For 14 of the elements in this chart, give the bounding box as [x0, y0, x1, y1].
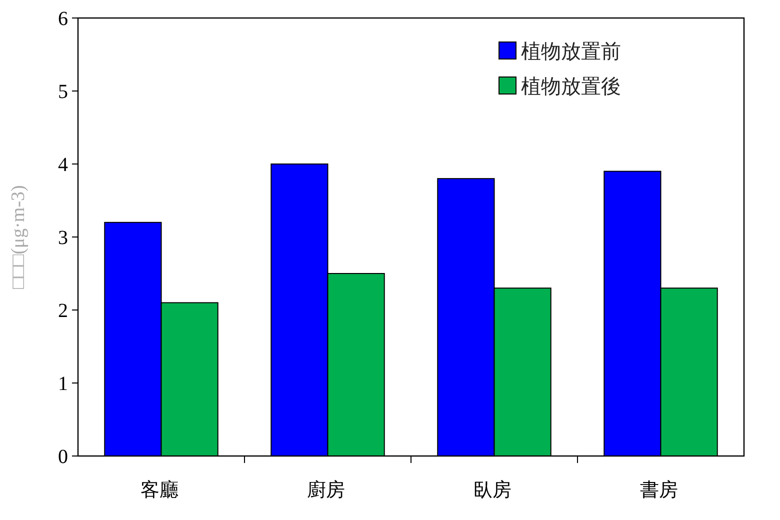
x-tick-label: 書房	[640, 479, 678, 501]
y-tick-label: 0	[58, 446, 68, 468]
y-tick-label: 4	[58, 154, 68, 176]
x-tick-label: 廚房	[306, 479, 345, 501]
y-tick-label: 3	[58, 227, 68, 249]
y-tick-label: 1	[58, 373, 68, 395]
x-tick-label: 客廳	[140, 479, 178, 501]
y-tick-label: 5	[58, 81, 68, 103]
legend-label: 植物放置後	[521, 76, 621, 98]
y-tick-label: 2	[58, 300, 68, 322]
x-tick-label: 臥房	[473, 479, 512, 501]
y-axis-title: □□□(μg·m-3)	[8, 185, 29, 289]
legend-label: 植物放置前	[521, 41, 621, 63]
y-tick-label: 6	[58, 8, 68, 30]
